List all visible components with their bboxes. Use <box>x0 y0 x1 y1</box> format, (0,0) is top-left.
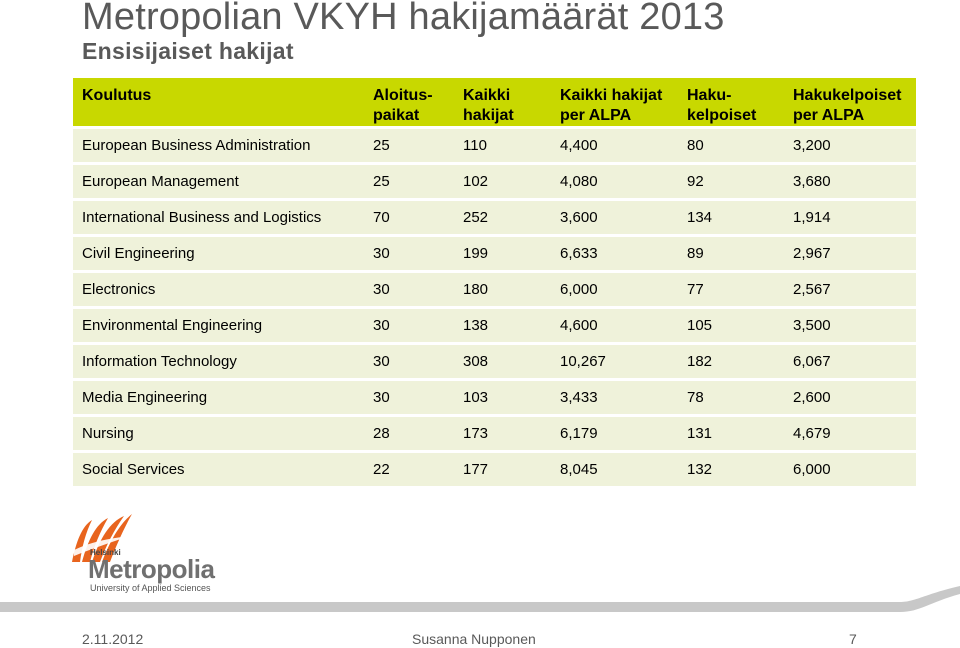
cell-kaikki-per-alpa: 4,400 <box>551 129 678 162</box>
cell-kaikki-hakijat: 308 <box>454 345 551 378</box>
header-kaikki-hakijat: Kaikki hakijat <box>454 78 551 126</box>
cell-kaikki-per-alpa: 8,045 <box>551 453 678 486</box>
cell-kaikki-per-alpa: 6,633 <box>551 237 678 270</box>
cell-hakukelpoiset-per-alpa: 1,914 <box>784 201 916 234</box>
cell-program: Civil Engineering <box>73 237 364 270</box>
cell-hakukelpoiset: 77 <box>678 273 784 306</box>
cell-aloituspaikat: 28 <box>364 417 454 450</box>
cell-kaikki-per-alpa: 4,600 <box>551 309 678 342</box>
table-header-row: Koulutus Aloitus-paikat Kaikki hakijat Ka… <box>73 78 916 126</box>
cell-hakukelpoiset-per-alpa: 6,000 <box>784 453 916 486</box>
cell-aloituspaikat: 22 <box>364 453 454 486</box>
cell-hakukelpoiset: 132 <box>678 453 784 486</box>
cell-hakukelpoiset-per-alpa: 6,067 <box>784 345 916 378</box>
cell-aloituspaikat: 30 <box>364 273 454 306</box>
table-row: Environmental Engineering 30 138 4,600 105 3,… <box>73 309 916 342</box>
cell-program: Social Services <box>73 453 364 486</box>
table-row: Information Technology 30 308 10,267 182 6,06… <box>73 345 916 378</box>
footer-swoosh <box>0 586 960 612</box>
table-row: Civil Engineering 30 199 6,633 89 2,967 <box>73 237 916 270</box>
cell-hakukelpoiset: 92 <box>678 165 784 198</box>
cell-aloituspaikat: 30 <box>364 381 454 414</box>
cell-hakukelpoiset-per-alpa: 2,967 <box>784 237 916 270</box>
header-hakukelpoiset: Haku-kelpoiset <box>678 78 784 126</box>
flame-icon <box>72 514 132 562</box>
cell-kaikki-hakijat: 177 <box>454 453 551 486</box>
cell-aloituspaikat: 30 <box>364 309 454 342</box>
cell-program: European Business Administration <box>73 129 364 162</box>
table-row: International Business and Logistics 70 25… <box>73 201 916 234</box>
cell-kaikki-hakijat: 199 <box>454 237 551 270</box>
metropolia-logo: Helsinki Metropolia University of Applie… <box>66 512 215 593</box>
cell-program: International Business and Logistics <box>73 201 364 234</box>
table-row: European Management 25 102 4,080 92 3,680 <box>73 165 916 198</box>
cell-kaikki-per-alpa: 3,433 <box>551 381 678 414</box>
cell-aloituspaikat: 30 <box>364 237 454 270</box>
logo-helsinki: Helsinki <box>90 548 121 557</box>
cell-program: Media Engineering <box>73 381 364 414</box>
header-kaikki-per-alpa: Kaikki hakijat per ALPA <box>551 78 678 126</box>
cell-kaikki-per-alpa: 4,080 <box>551 165 678 198</box>
cell-hakukelpoiset: 182 <box>678 345 784 378</box>
footer-page-number: 7 <box>849 631 857 647</box>
table-row: Social Services 22 177 8,045 132 6,000 <box>73 453 916 486</box>
cell-kaikki-hakijat: 138 <box>454 309 551 342</box>
page-title: Metropolian VKYH hakijamäärät 2013 <box>82 0 725 38</box>
cell-hakukelpoiset: 131 <box>678 417 784 450</box>
cell-hakukelpoiset-per-alpa: 2,567 <box>784 273 916 306</box>
cell-kaikki-per-alpa: 10,267 <box>551 345 678 378</box>
cell-program: Environmental Engineering <box>73 309 364 342</box>
cell-hakukelpoiset-per-alpa: 3,200 <box>784 129 916 162</box>
cell-program: Nursing <box>73 417 364 450</box>
cell-program: European Management <box>73 165 364 198</box>
cell-kaikki-per-alpa: 6,179 <box>551 417 678 450</box>
cell-aloituspaikat: 25 <box>364 165 454 198</box>
cell-kaikki-hakijat: 180 <box>454 273 551 306</box>
cell-hakukelpoiset-per-alpa: 3,680 <box>784 165 916 198</box>
header-hakukelpoiset-per-alpa: Hakukelpoiset per ALPA <box>784 78 916 126</box>
header-koulutus: Koulutus <box>73 78 364 126</box>
table-row: Nursing 28 173 6,179 131 4,679 <box>73 417 916 450</box>
page-subtitle: Ensisijaiset hakijat <box>82 38 294 64</box>
cell-hakukelpoiset-per-alpa: 3,500 <box>784 309 916 342</box>
cell-aloituspaikat: 30 <box>364 345 454 378</box>
cell-hakukelpoiset: 80 <box>678 129 784 162</box>
cell-kaikki-per-alpa: 3,600 <box>551 201 678 234</box>
cell-program: Electronics <box>73 273 364 306</box>
cell-aloituspaikat: 25 <box>364 129 454 162</box>
logo-tagline: University of Applied Sciences <box>90 583 211 593</box>
cell-kaikki-hakijat: 110 <box>454 129 551 162</box>
cell-hakukelpoiset-per-alpa: 2,600 <box>784 381 916 414</box>
cell-hakukelpoiset: 78 <box>678 381 784 414</box>
table-row: Media Engineering 30 103 3,433 78 2,600 <box>73 381 916 414</box>
cell-program: Information Technology <box>73 345 364 378</box>
table-row: Electronics 30 180 6,000 77 2,567 <box>73 273 916 306</box>
cell-kaikki-per-alpa: 6,000 <box>551 273 678 306</box>
cell-kaikki-hakijat: 252 <box>454 201 551 234</box>
cell-hakukelpoiset: 89 <box>678 237 784 270</box>
applicants-table: Koulutus Aloitus-paikat Kaikki hakijat Ka… <box>73 75 916 489</box>
cell-kaikki-hakijat: 102 <box>454 165 551 198</box>
cell-aloituspaikat: 70 <box>364 201 454 234</box>
footer-date: 2.11.2012 <box>82 631 144 647</box>
cell-hakukelpoiset-per-alpa: 4,679 <box>784 417 916 450</box>
cell-kaikki-hakijat: 173 <box>454 417 551 450</box>
cell-kaikki-hakijat: 103 <box>454 381 551 414</box>
table-row: European Business Administration 25 110 4,4… <box>73 129 916 162</box>
logo-name: Metropolia <box>88 554 215 584</box>
cell-hakukelpoiset: 105 <box>678 309 784 342</box>
footer-author: Susanna Nupponen <box>412 631 536 647</box>
header-aloituspaikat: Aloitus-paikat <box>364 78 454 126</box>
cell-hakukelpoiset: 134 <box>678 201 784 234</box>
